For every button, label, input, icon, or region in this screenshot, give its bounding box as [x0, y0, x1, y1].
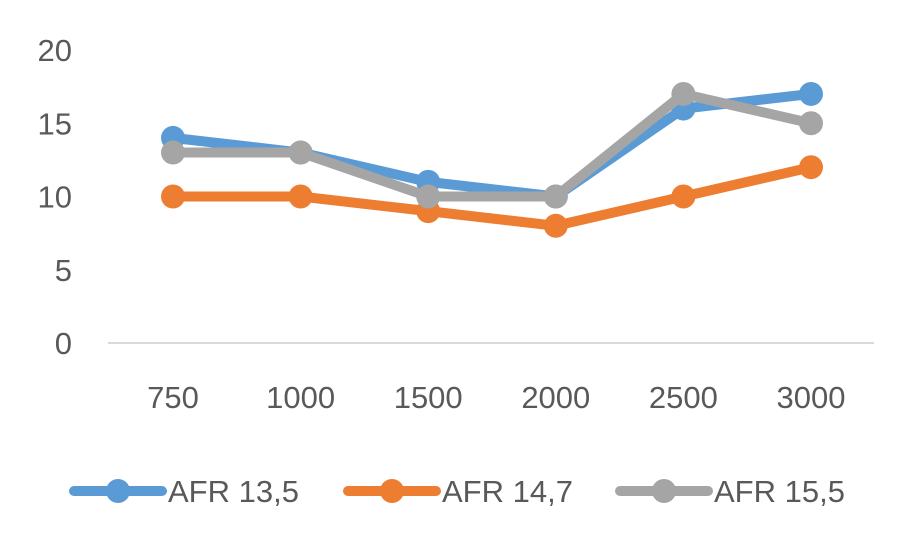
data-point-marker	[671, 184, 696, 209]
x-tick-label: 1000	[266, 380, 335, 415]
legend-item: AFR 14,7	[343, 474, 573, 509]
y-tick-label: 20	[38, 33, 72, 68]
data-point-marker	[288, 140, 313, 165]
data-point-marker	[543, 213, 568, 238]
legend-dot-icon	[106, 479, 130, 503]
data-point-marker	[799, 111, 823, 136]
data-point-marker	[161, 140, 185, 165]
plot-area	[161, 81, 823, 238]
x-axis: 750 1000 1500 2000 2500 3000	[147, 380, 845, 415]
y-axis: 0 5 10 15 20	[38, 33, 72, 361]
legend-item: AFR 13,5	[69, 474, 299, 509]
data-point-marker	[416, 184, 441, 209]
legend-label: AFR 13,5	[168, 474, 299, 509]
series-line	[161, 81, 823, 209]
legend-label: AFR 14,7	[442, 474, 573, 509]
x-tick-label: 750	[147, 380, 199, 415]
y-tick-label: 0	[55, 326, 72, 361]
legend-dot-icon	[652, 479, 676, 503]
data-point-marker	[799, 155, 823, 180]
x-tick-label: 1500	[394, 380, 463, 415]
x-tick-label: 2000	[521, 380, 590, 415]
data-point-marker	[799, 81, 823, 106]
data-point-marker	[671, 81, 696, 106]
legend: AFR 13,5 AFR 14,7 AFR 15,5	[69, 474, 845, 509]
data-point-marker	[288, 184, 313, 209]
data-point-marker	[543, 184, 568, 209]
y-tick-label: 10	[38, 180, 72, 215]
legend-item: AFR 15,5	[615, 474, 845, 509]
legend-label: AFR 15,5	[714, 474, 845, 509]
series-line	[161, 155, 823, 238]
data-point-marker	[161, 184, 185, 209]
x-tick-label: 2500	[649, 380, 718, 415]
x-tick-label: 3000	[777, 380, 846, 415]
y-tick-label: 5	[55, 253, 72, 288]
legend-dot-icon	[380, 479, 404, 503]
y-tick-label: 15	[38, 106, 72, 141]
